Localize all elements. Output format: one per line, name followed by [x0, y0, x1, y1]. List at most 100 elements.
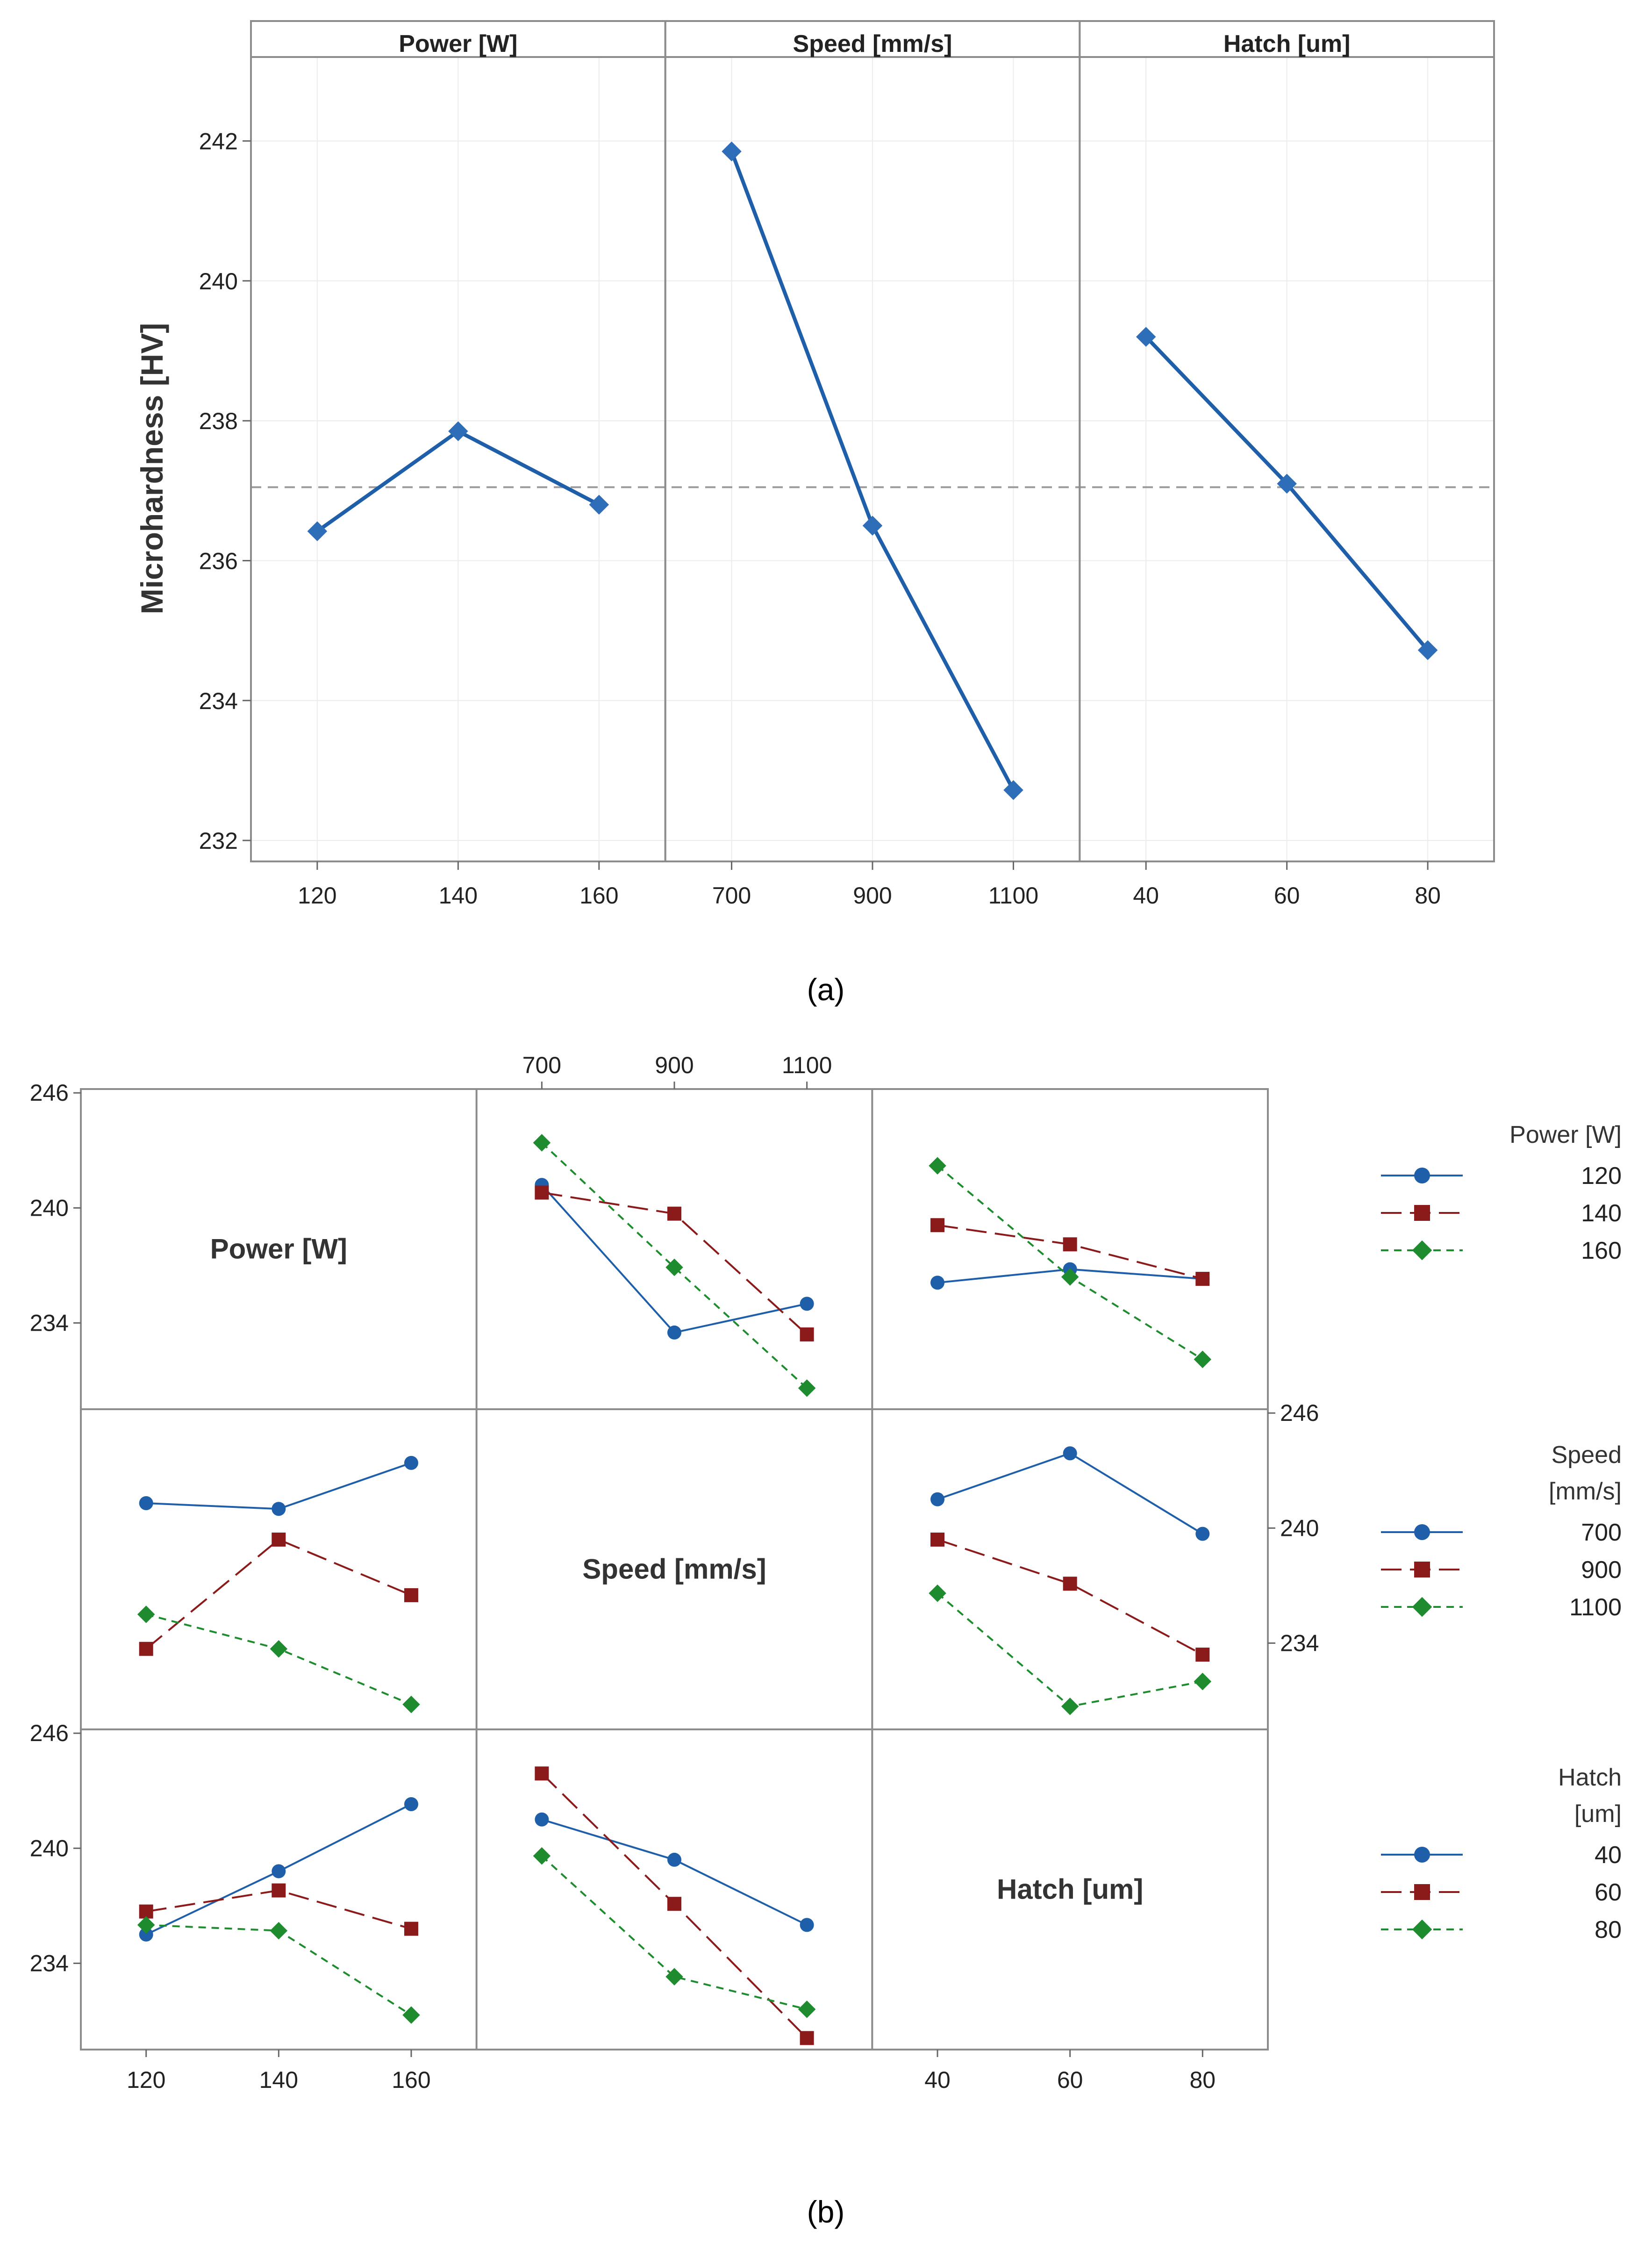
data-point — [535, 1812, 549, 1827]
y-tick-label: 234 — [199, 688, 238, 714]
data-point — [798, 1379, 816, 1397]
factor-label: Speed [mm/s] — [582, 1554, 766, 1585]
interaction-line — [146, 1613, 412, 1706]
legend-entry: 160 — [1581, 1237, 1622, 1264]
data-point — [137, 1606, 155, 1623]
main-effects-chart: Power [W] 120 140 160 Speed [mm/s] 700 900 1100… — [135, 20, 1495, 909]
interaction-line — [541, 1142, 808, 1389]
data-point — [535, 1185, 549, 1200]
x-tick-label: 120 — [298, 882, 336, 909]
y-tick-label: 234 — [1280, 1630, 1319, 1656]
data-point — [1195, 1272, 1210, 1286]
legend-swatch-marker — [1412, 1597, 1432, 1617]
data-point — [667, 1206, 681, 1221]
data-point — [448, 421, 468, 441]
y-tick-label: 240 — [199, 268, 238, 294]
y-tick-label: 246 — [1280, 1400, 1319, 1426]
data-point — [1061, 1698, 1079, 1715]
legend-entry: 900 — [1581, 1556, 1622, 1584]
x-tick-label: 140 — [439, 882, 478, 909]
data-point — [665, 1968, 683, 1986]
interaction-line — [937, 1452, 1203, 1535]
data-point — [1417, 640, 1438, 660]
y-tick-label: 234 — [30, 1950, 69, 1976]
y-tick-label: 238 — [199, 408, 238, 434]
y-axis-label: Microhardness [HV] — [135, 323, 169, 614]
strip-label: Power [W] — [399, 30, 517, 57]
data-point — [533, 1847, 551, 1865]
data-point — [862, 516, 883, 536]
y-tick-label: 242 — [199, 129, 238, 155]
caption-b: (b) — [807, 2194, 845, 2229]
data-point — [800, 1918, 814, 1932]
data-point — [800, 2031, 814, 2045]
data-point — [800, 1327, 814, 1342]
interaction-line — [937, 1592, 1203, 1707]
data-point — [402, 2006, 420, 2024]
data-point — [798, 2000, 816, 2018]
legend-swatch-marker — [1414, 1562, 1430, 1577]
legend-title: [um] — [1574, 1800, 1622, 1828]
data-point — [139, 1496, 153, 1510]
data-point — [270, 1921, 288, 1940]
data-point — [272, 1864, 286, 1878]
interaction-line — [541, 1855, 808, 2010]
data-point — [1063, 1237, 1077, 1252]
x-tick-label: 120 — [127, 2067, 165, 2093]
data-point — [1195, 1648, 1210, 1662]
x-tick-label: 140 — [259, 2067, 298, 2093]
data-point — [589, 495, 609, 515]
data-point — [667, 1897, 681, 1911]
data-point — [1063, 1446, 1077, 1461]
legend-swatch-marker — [1414, 1205, 1430, 1221]
data-point — [404, 1797, 418, 1811]
strip-label: Hatch [um] — [1223, 30, 1351, 57]
x-tick-label: 60 — [1057, 2067, 1083, 2093]
legend-swatch-marker — [1414, 1168, 1430, 1183]
legend-title: Speed — [1552, 1441, 1622, 1469]
data-point — [929, 1157, 946, 1175]
x-tick-label: 40 — [1133, 882, 1159, 909]
x-tick-label: 80 — [1189, 2067, 1216, 2093]
data-point — [1195, 1527, 1210, 1541]
data-point — [533, 1134, 551, 1152]
x-tick-label: 1100 — [782, 1052, 832, 1078]
data-point — [1061, 1268, 1079, 1286]
factor-label: Power [W] — [210, 1233, 347, 1265]
legend-swatch-marker — [1414, 1884, 1430, 1900]
data-point — [665, 1258, 683, 1276]
data-point — [137, 1916, 155, 1934]
legend-swatch-marker — [1414, 1847, 1430, 1863]
legend-entry: 700 — [1581, 1519, 1622, 1546]
x-tick-label: 160 — [579, 882, 618, 909]
y-tick-label: 246 — [30, 1080, 69, 1106]
data-point — [1277, 473, 1297, 494]
y-tick-label: 234 — [30, 1310, 69, 1336]
data-point — [800, 1297, 814, 1311]
legend-swatch-marker — [1412, 1240, 1432, 1261]
x-tick-label: 700 — [712, 882, 751, 909]
data-point — [722, 141, 742, 162]
x-tick-label: 40 — [924, 2067, 951, 2093]
data-point — [272, 1883, 286, 1898]
data-point — [404, 1588, 418, 1602]
legend-title: Hatch — [1558, 1764, 1622, 1791]
data-point — [1003, 780, 1023, 800]
legend-entry: 40 — [1595, 1842, 1622, 1869]
caption-a: (a) — [807, 972, 845, 1007]
data-point — [1063, 1577, 1077, 1591]
legend-swatch-marker — [1414, 1524, 1430, 1540]
data-point — [272, 1502, 286, 1516]
data-point — [1194, 1350, 1212, 1369]
legend-title: Power [W] — [1509, 1121, 1622, 1148]
y-tick-label: 236 — [199, 548, 238, 574]
data-point — [930, 1532, 945, 1547]
y-tick-label: 240 — [30, 1195, 69, 1221]
data-point — [1194, 1672, 1212, 1691]
data-point — [402, 1695, 420, 1713]
interaction-line — [937, 1539, 1203, 1656]
data-point — [930, 1218, 945, 1233]
x-tick-label: 1100 — [988, 882, 1039, 909]
data-point — [404, 1921, 418, 1936]
